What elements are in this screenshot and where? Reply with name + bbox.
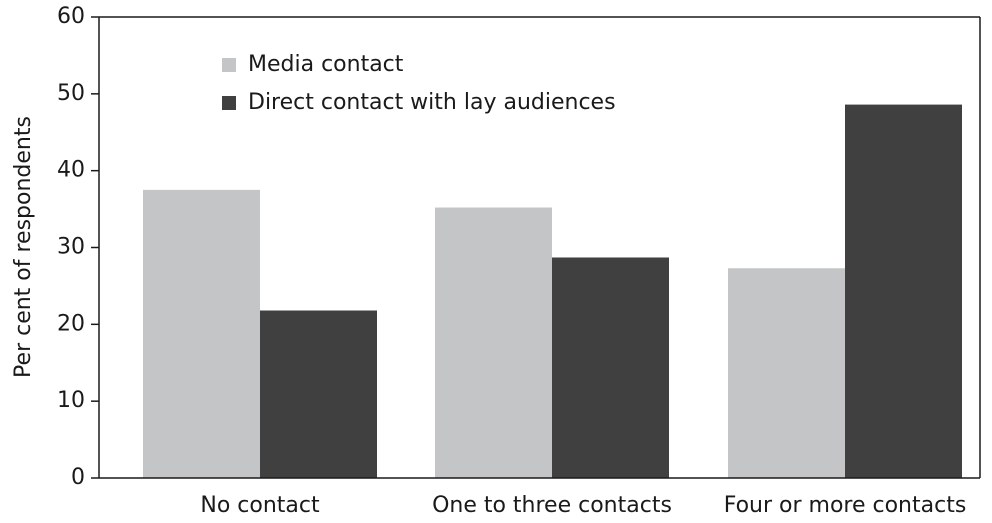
legend-label: Direct contact with lay audiences: [248, 90, 616, 115]
bar-direct-contact-2: [845, 104, 962, 478]
x-category-label: Four or more contacts: [724, 493, 967, 518]
legend-swatch: [222, 96, 236, 110]
y-tick-label: 20: [57, 311, 85, 336]
bars-group: [143, 104, 962, 478]
bar-direct-contact-0: [260, 310, 377, 478]
bar-media-contact-2: [728, 268, 845, 478]
legend: Media contact Direct contact with lay aud…: [222, 52, 616, 115]
legend-label: Media contact: [248, 52, 404, 77]
y-tick-label: 0: [71, 465, 85, 490]
y-tick-label: 30: [57, 235, 85, 260]
x-labels-group: No contact One to three contacts Four or m…: [200, 493, 966, 518]
y-tick-label: 50: [57, 81, 85, 106]
bar-media-contact-1: [435, 207, 552, 478]
bar-direct-contact-1: [552, 257, 669, 478]
x-category-label: No contact: [200, 493, 320, 518]
y-tick-label: 10: [57, 388, 85, 413]
y-axis-title: Per cent of respondents: [11, 116, 36, 378]
x-category-label: One to three contacts: [432, 493, 672, 518]
legend-swatch: [222, 58, 236, 72]
bar-media-contact-0: [143, 189, 260, 478]
y-ticks-group: 0 10 20 30 40 50 60: [57, 4, 99, 490]
y-tick-label: 60: [57, 4, 85, 29]
y-tick-label: 40: [57, 158, 85, 183]
